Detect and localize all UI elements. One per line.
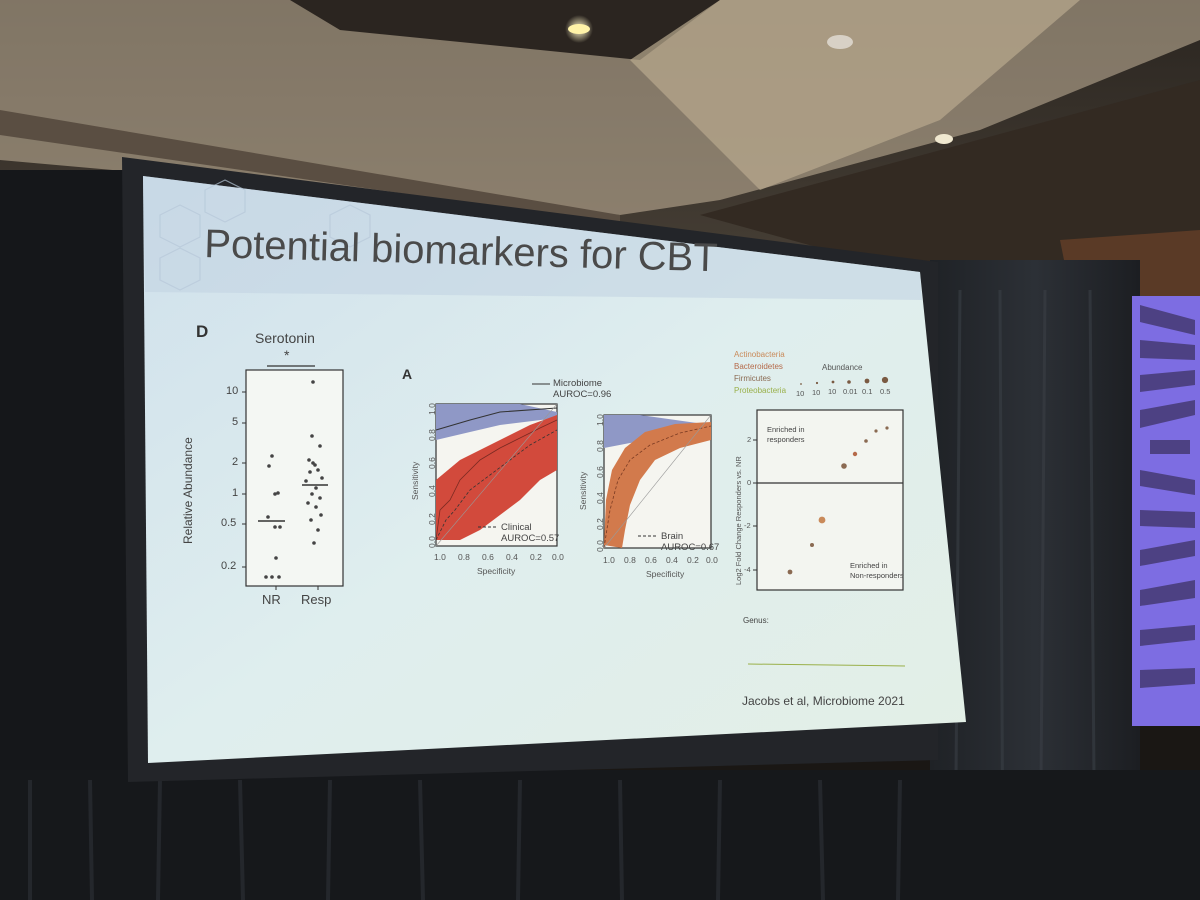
roc1-ytick: 0.6: [427, 457, 437, 469]
abundance-tick: 10: [812, 388, 821, 397]
abundance-tick: 0.1: [862, 387, 873, 396]
roc1-xtick: 0.6: [482, 552, 494, 562]
roc2-xtick: 0.4: [666, 555, 678, 565]
category-label-nr: NR: [262, 592, 281, 607]
brain-auroc: AUROC=0.67: [661, 542, 720, 553]
roc2-xtick: 0.8: [624, 555, 636, 565]
clinical-legend: Clinical AUROC=0.57: [501, 522, 559, 544]
microbiome-legend-label: Microbiome: [553, 378, 603, 389]
roc2-xtick: 0.6: [645, 555, 657, 565]
roc1-ytick: 0.8: [427, 429, 437, 441]
roc2-ytick: 1.0: [595, 414, 605, 426]
roc1-xtick: 0.2: [530, 552, 542, 562]
fold-change-ytick: 0: [747, 478, 752, 487]
roc1-xtick: 1.0: [434, 552, 446, 562]
enriched-responders-note: Enriched in responders: [767, 425, 805, 445]
panel-d-ytick: 2: [232, 456, 239, 468]
significance-marker: *: [284, 347, 290, 363]
phylum-firmicutes: Firmicutes: [734, 374, 771, 383]
genus-axis-label: Genus:: [743, 616, 769, 625]
panel-d-ytick: 1: [232, 487, 239, 499]
fold-change-y-axis-label: Log2 Fold Change Responders vs. NR: [734, 456, 743, 585]
roc2-x-axis-label: Specificity: [646, 569, 685, 579]
roc1-ytick: 0.0: [427, 536, 437, 548]
roc1-ytick: 0.4: [427, 485, 437, 497]
panel-d-ytick: 10: [226, 385, 239, 397]
phylum-bacteroidetes: Bacteroidetes: [734, 362, 783, 371]
roc2-ytick: 0.0: [595, 540, 605, 552]
roc2-ytick: 0.8: [595, 440, 605, 452]
abundance-tick: 0.5: [880, 387, 891, 396]
roc1-ytick: 1.0: [427, 403, 437, 415]
phylum-proteobacteria: Proteobacteria: [734, 386, 787, 395]
phylum-actinobacteria: Actinobacteria: [734, 350, 785, 359]
microbiome-legend: Microbiome AUROC=0.96: [553, 378, 611, 400]
category-label-resp: Resp: [301, 592, 332, 607]
panel-d-ytick: 0.2: [221, 560, 237, 572]
panel-d-letter: D: [196, 322, 209, 341]
roc2-ytick: 0.6: [595, 466, 605, 478]
roc2-xtick: 1.0: [603, 555, 615, 565]
roc2-ytick: 0.4: [595, 492, 605, 504]
abundance-tick: 0.01: [843, 387, 858, 396]
fold-change-ytick: 2: [747, 435, 752, 444]
enriched-responders-line1: Enriched in: [767, 425, 805, 434]
phylum-legend: Actinobacteria Bacteroidetes Firmicutes …: [734, 349, 786, 397]
enriched-nonresponders-note: Enriched in Non-responders: [850, 561, 904, 581]
clinical-legend-label: Clinical: [501, 522, 532, 533]
enriched-responders-line2: responders: [767, 435, 805, 444]
brain-legend-label: Brain: [661, 531, 684, 542]
clinical-auroc: AUROC=0.57: [501, 533, 560, 544]
microbiome-auroc: AUROC=0.96: [553, 389, 612, 400]
enriched-nonresponders-line2: Non-responders: [850, 571, 904, 580]
panel-a-letter: A: [402, 366, 413, 382]
roc1-xtick: 0.4: [506, 552, 518, 562]
roc1-xtick: 0.8: [458, 552, 470, 562]
roc1-y-axis-label: Sensitivity: [410, 461, 420, 500]
abundance-legend-title: Abundance: [822, 363, 863, 372]
brain-legend: Brain AUROC=0.67: [661, 531, 719, 553]
roc2-y-axis-label: Sensitivity: [578, 471, 588, 510]
roc2-xtick: 0.2: [687, 555, 699, 565]
citation: Jacobs et al, Microbiome 2021: [742, 694, 905, 708]
roc2-xtick: 0.0: [706, 555, 718, 565]
roc1-ytick: 0.2: [427, 513, 437, 525]
fold-change-ytick: -4: [744, 565, 751, 574]
panel-d-y-axis-label: Relative Abundance: [181, 437, 195, 544]
roc2-ytick: 0.2: [595, 518, 605, 530]
roc1-x-axis-label: Specificity: [477, 566, 516, 576]
roc1-xtick: 0.0: [552, 552, 564, 562]
serotonin-title: Serotonin: [255, 330, 315, 346]
fold-change-ytick: -2: [744, 521, 751, 530]
panel-d-ytick: 0.5: [221, 517, 237, 529]
enriched-nonresponders-line1: Enriched in: [850, 561, 888, 570]
abundance-tick: 10: [828, 387, 837, 396]
panel-d-ytick: 5: [232, 416, 239, 428]
abundance-tick: 10: [796, 389, 805, 398]
